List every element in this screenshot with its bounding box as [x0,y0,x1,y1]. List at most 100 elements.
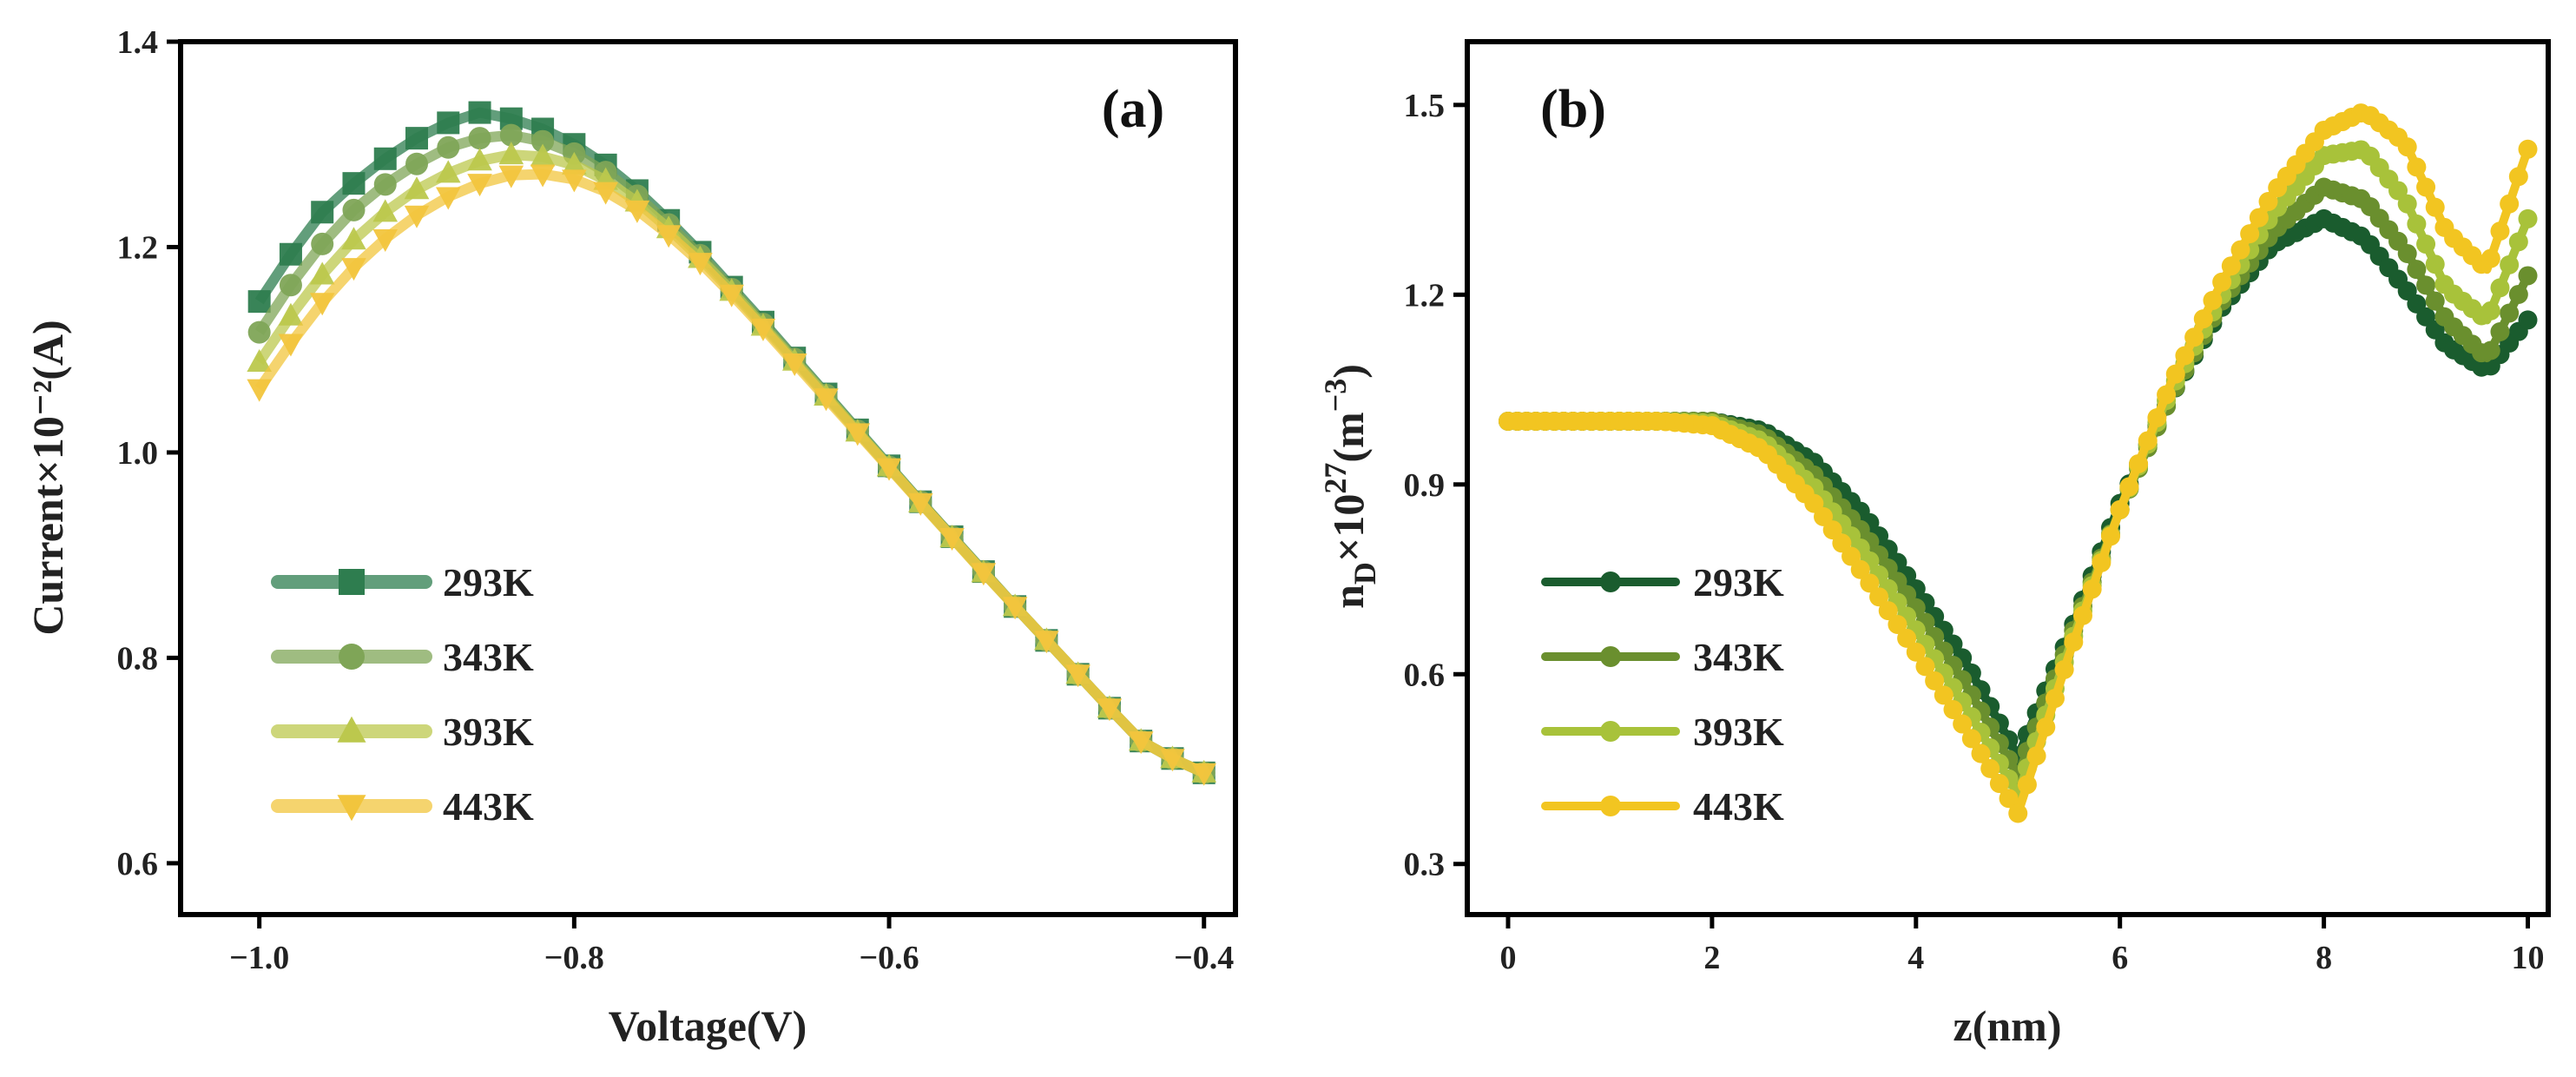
panel-b-label: (b) [1540,80,1606,139]
b-point-443K [2212,272,2232,292]
a-point-443K [845,423,871,446]
b-point-443K [1961,729,1981,749]
a-point-443K [562,169,587,193]
a-y-tick-label: 1.2 [117,229,159,266]
b-point-443K [1906,642,1926,662]
b-point-443K [1989,774,2009,794]
b-point-443K [2026,746,2046,766]
b-point-443K [2184,327,2204,347]
b-point-443K [2249,208,2269,228]
b-point-393K [2416,235,2436,254]
a-point-393K [498,142,524,165]
panel-b-y-title-exponent: 27 [1318,463,1353,494]
b-point-443K [2240,224,2260,244]
a-point-343K [499,123,523,147]
b-point-343K [2500,303,2520,323]
b-point-443K [2045,689,2065,709]
a-x-tick-label: −0.4 [1174,940,1234,976]
a-point-443K [750,318,776,341]
b-point-443K [2054,659,2074,679]
panel-b-y-axis-title: nD×1027(m−3) [1318,364,1382,609]
panel-a-plot-frame [178,39,1238,917]
b-legend-marker-393K [1600,721,1621,742]
b-point-443K [2129,453,2149,473]
b-point-443K [2221,256,2241,276]
a-point-293K [373,147,397,170]
a-point-443K [1065,664,1090,688]
b-point-443K [2008,803,2028,823]
a-point-393K [278,302,304,326]
b-point-443K [2175,346,2195,366]
b-legend-label-393K: 393K [1693,710,1784,754]
a-point-443K [719,284,745,307]
b-x-tick-label: 8 [2316,940,2332,976]
a-point-443K [278,334,304,357]
b-point-443K [2500,194,2520,214]
a-point-443K [939,528,965,552]
panel-b-legend: 293K 343K 393K 443K [1541,560,1784,829]
b-point-443K [1888,614,1907,634]
a-point-443K [814,388,839,412]
b-point-443K [2157,385,2177,405]
b-point-393K [2480,301,2500,320]
b-point-443K [2101,526,2121,546]
a-point-443K [593,182,618,205]
a-legend-item-343K: 343K [271,635,534,679]
a-legend-item-393K: 393K [271,710,534,754]
a-point-393K [467,148,492,171]
a-point-443K [530,164,556,188]
b-y-tick-label: 0.3 [1404,847,1446,883]
b-point-443K [2119,477,2139,497]
b-x-tick-label: 2 [1703,940,1720,976]
a-series-443K [247,164,1217,786]
a-x-tick-label: −0.6 [859,940,919,976]
b-y-tick-label: 0.9 [1404,467,1446,504]
a-x-tick-label: −0.8 [544,940,604,976]
a-y-tick-label: 1.0 [117,435,159,472]
b-legend-item-443K: 443K [1541,784,1784,829]
b-point-443K [1980,758,2000,778]
panel-a-legend: 293K 343K 393K 443K [271,560,534,829]
b-point-393K [2508,232,2528,252]
b-point-443K [2036,717,2056,737]
a-point-443K [498,165,524,188]
b-legend-label-343K: 343K [1693,635,1784,679]
panel-b-y-title-unit: (m [1324,412,1373,462]
b-point-443K [1869,587,1889,607]
a-point-443K [467,174,492,197]
panel-b-plot-frame [1465,39,2551,917]
a-point-443K [1097,698,1123,722]
panel-b-y-title-unit-close: ) [1324,364,1373,379]
b-point-393K [2518,208,2538,228]
a-point-343K [247,320,271,344]
a-point-393K [530,143,556,167]
a-point-293K [468,101,491,124]
a-point-343K [531,129,555,153]
a-point-293K [405,127,429,150]
a-point-393K [309,261,335,285]
a-point-443K [372,228,399,252]
b-y-tick-label: 0.6 [1404,657,1446,693]
a-point-393K [341,227,366,250]
a-legend-label-443K: 443K [443,784,534,829]
b-point-443K [1832,533,1852,553]
a-legend-marker-443K [337,795,366,822]
panel-a-label: (a) [1102,80,1164,139]
b-point-343K [2416,275,2436,295]
b-point-393K [2407,214,2427,234]
panel-a-x-axis-title: Voltage(V) [609,1001,807,1050]
a-point-443K [435,187,461,210]
b-point-343K [2397,243,2417,263]
b-series-443K [1498,103,2538,823]
a-point-343K [405,152,429,175]
b-point-443K [1822,520,1842,540]
panel-b-y-title-unit-exponent: −3 [1318,379,1353,413]
b-point-393K [2425,254,2445,274]
a-y-tick-label: 1.4 [117,24,159,61]
b-point-443K [2416,177,2436,197]
a-legend-label-293K: 293K [443,560,534,605]
a-point-443K [404,205,430,228]
b-point-443K [2425,197,2445,217]
b-point-443K [2147,407,2167,427]
panel-b-y-title-times: ×10 [1324,494,1373,563]
